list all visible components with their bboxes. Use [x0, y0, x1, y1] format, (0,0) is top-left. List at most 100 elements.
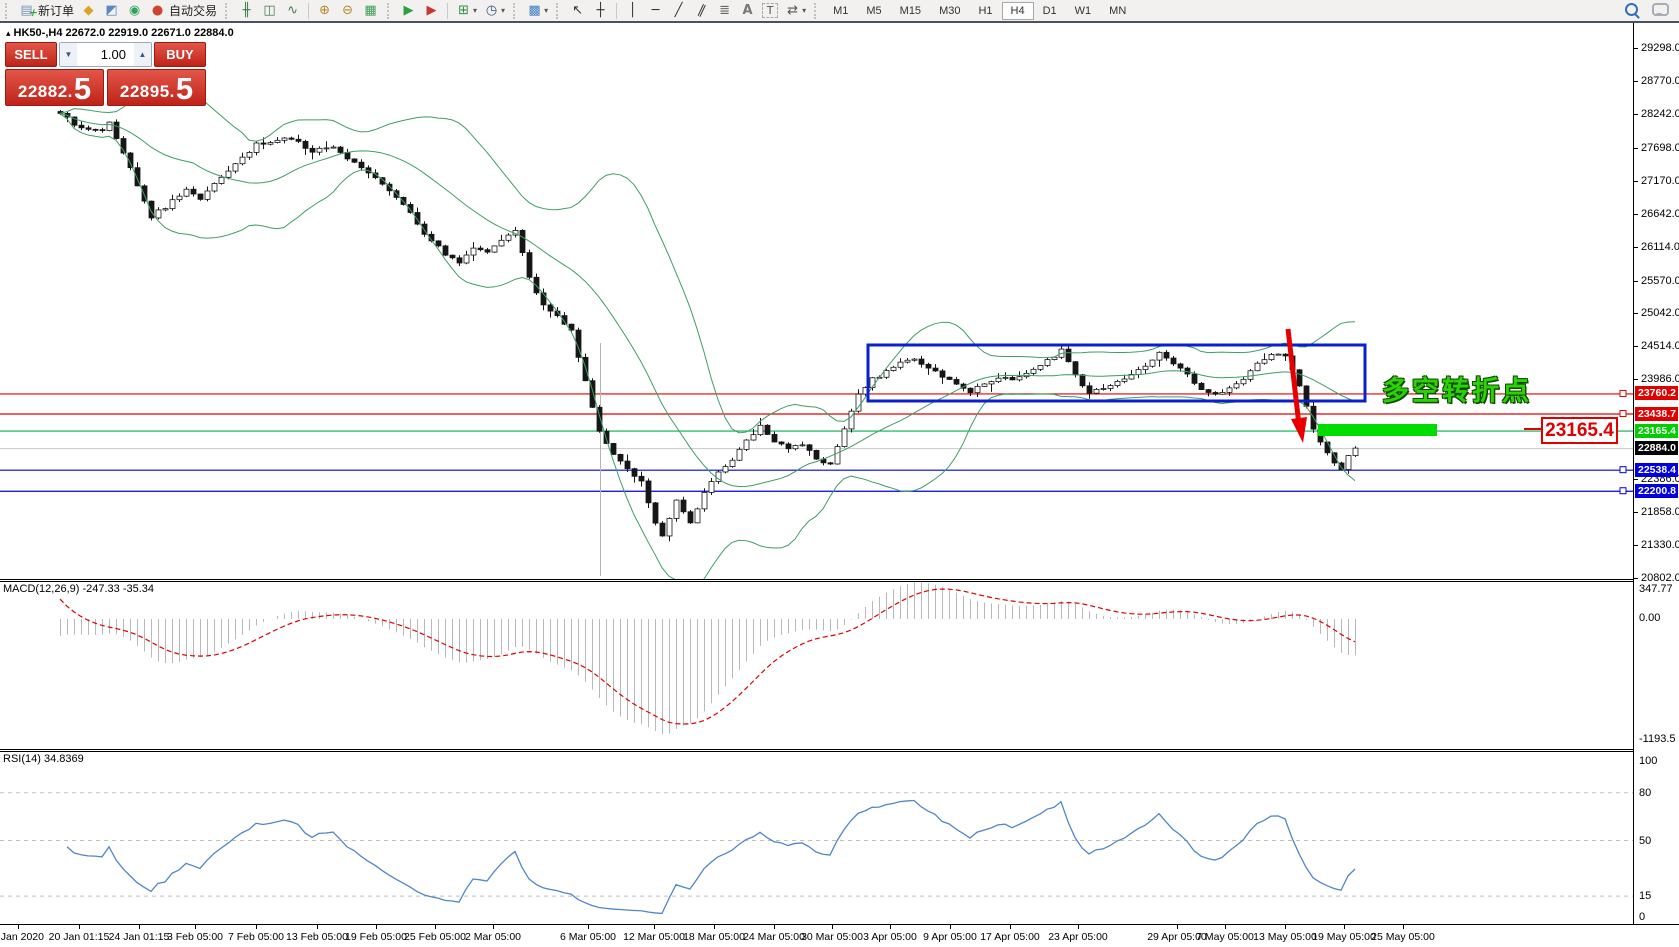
- indicators-button[interactable]: ▩ ▾: [523, 1, 551, 20]
- vertical-line-button[interactable]: │: [621, 1, 644, 20]
- arrows-button[interactable]: ⇄ ▾: [781, 1, 809, 20]
- time-tick: [18, 925, 19, 929]
- drawing-objects-layer[interactable]: [866, 328, 1437, 443]
- buy-price-display[interactable]: 22895. 5: [107, 69, 206, 106]
- search-icon[interactable]: [1625, 3, 1638, 16]
- trendline-button[interactable]: ╱: [667, 1, 690, 20]
- candlestick-chart[interactable]: [0, 23, 1633, 579]
- price-tick: [1634, 113, 1638, 115]
- price-tick: [1634, 379, 1638, 381]
- toolbar-drag-handle[interactable]: [814, 2, 819, 19]
- timeframe-m30[interactable]: M30: [939, 4, 961, 17]
- timeframe-m1[interactable]: M1: [833, 4, 849, 17]
- rsi-axis-label: 80: [1639, 786, 1652, 799]
- candlestick-mode-button[interactable]: ◫: [258, 1, 281, 20]
- pane-separator[interactable]: [0, 749, 1679, 750]
- time-tick: [256, 925, 257, 929]
- zoom-out-button[interactable]: ⊖: [336, 1, 359, 20]
- timeframe-m5[interactable]: M5: [866, 4, 882, 17]
- time-tick: [714, 925, 715, 929]
- price-tick: [1634, 48, 1638, 49]
- pane-separator[interactable]: [0, 579, 1679, 580]
- pivot-annotation-text[interactable]: 多空转折点: [1382, 376, 1532, 407]
- volume-increase-button[interactable]: ▲: [134, 43, 151, 66]
- timeframe-mn[interactable]: MN: [1109, 4, 1127, 17]
- tile-windows-button[interactable]: ▦: [359, 1, 382, 20]
- line-chart-mode-button[interactable]: ∿: [281, 1, 304, 20]
- autotrading-icon: ●: [151, 2, 164, 18]
- price-level-label[interactable]: 23165.4: [1541, 417, 1618, 444]
- pane-separator[interactable]: [0, 581, 1679, 582]
- text-button[interactable]: A: [736, 1, 759, 20]
- crosshair-button[interactable]: ┼: [589, 1, 612, 20]
- toolbar-drag-handle[interactable]: [387, 2, 392, 19]
- chat-icon[interactable]: [1652, 3, 1669, 16]
- indicators-icon: ▩: [528, 2, 541, 18]
- window-collapse-icon[interactable]: ▴: [6, 28, 11, 38]
- navigator-button[interactable]: ◩: [100, 1, 123, 20]
- time-tick-label: 20 Jan 01:15: [48, 931, 110, 943]
- periods-button[interactable]: ◷ ▾: [480, 1, 508, 20]
- horizontal-line-button[interactable]: ─: [644, 1, 667, 20]
- timeframe-d1[interactable]: D1: [1042, 4, 1057, 17]
- toolbar-drag-handle[interactable]: [556, 2, 561, 19]
- timeframe-h1[interactable]: H1: [978, 4, 993, 17]
- rsi-indicator-pane[interactable]: [0, 752, 1633, 923]
- main-chart-pane[interactable]: [0, 23, 1633, 579]
- toolbar-drag-handle[interactable]: [225, 2, 230, 19]
- time-tick-label: 24 Jan 01:15: [108, 931, 170, 943]
- time-tick: [1010, 925, 1011, 929]
- price-tick: [1634, 147, 1638, 149]
- zoom-in-button[interactable]: ⊕: [313, 1, 336, 20]
- sell-button[interactable]: SELL: [5, 42, 57, 67]
- zoom-out-icon: ⊖: [342, 2, 353, 18]
- volume-input[interactable]: [77, 43, 134, 66]
- sell-price-display[interactable]: 22882. 5: [5, 69, 104, 106]
- volume-stepper: ▼ ▲: [59, 42, 152, 67]
- crosshair-icon: ┼: [596, 2, 605, 18]
- new-chart-icon: ⊞: [458, 2, 469, 18]
- text-label-button[interactable]: T: [759, 1, 781, 20]
- price-label-leader: [1524, 428, 1541, 430]
- auto-scroll-icon: ▶: [403, 2, 414, 18]
- toolbar-drag-handle[interactable]: [513, 2, 518, 19]
- macd-label: MACD(12,26,9) -247.33 -35.34: [3, 583, 155, 595]
- new-order-button[interactable]: ▤ ＋ 新订单: [15, 1, 77, 20]
- price-tick: [1634, 346, 1638, 348]
- macd-axis-label: 0.00: [1639, 612, 1661, 624]
- time-tick-label: 25 Feb 05:00: [404, 931, 466, 943]
- time-tick-label: 13 Feb 05:00: [286, 931, 348, 943]
- market-watch-button[interactable]: ◆: [77, 1, 100, 20]
- time-tick: [79, 925, 80, 929]
- time-tick-label: 18 Mar 05:00: [683, 931, 745, 943]
- auto-scroll-button[interactable]: ▶: [397, 1, 420, 20]
- new-chart-button[interactable]: ⊞ ▾: [452, 1, 480, 20]
- buy-button[interactable]: BUY: [154, 42, 206, 67]
- rsi-label: RSI(14) 34.8369: [3, 753, 84, 765]
- one-click-trade-panel: SELL ▼ ▲ BUY 22882.5 22895.5: [5, 42, 206, 106]
- price-tick-label: 27170.0: [1641, 174, 1679, 187]
- chart-shift-button[interactable]: ▶: [420, 1, 443, 20]
- cursor-button[interactable]: ↖: [566, 1, 589, 20]
- price-tick: [1634, 246, 1638, 248]
- timeframe-m15[interactable]: M15: [899, 4, 922, 17]
- bar-chart-mode-button[interactable]: ╫: [235, 1, 258, 20]
- autotrading-button[interactable]: ● 自动交易: [146, 1, 220, 20]
- fibonacci-button[interactable]: ≣: [713, 1, 736, 20]
- terminal-icon: ◉: [128, 2, 141, 18]
- toolbar-drag-handle[interactable]: [5, 2, 10, 19]
- timeframe-h4[interactable]: H4: [1001, 1, 1034, 20]
- pane-separator[interactable]: [0, 751, 1679, 752]
- price-tick: [1634, 313, 1638, 315]
- timeframe-w1[interactable]: W1: [1074, 4, 1092, 17]
- price-axis[interactable]: 29298.0 28770.0 28242.0 27698.0 27170.0 26642…: [1633, 23, 1679, 924]
- time-tick: [890, 925, 891, 929]
- time-tick-label: 7 Feb 05:00: [227, 931, 285, 943]
- terminal-button[interactable]: ◉: [123, 1, 146, 20]
- equidistant-channel-button[interactable]: ∥: [690, 1, 713, 20]
- macd-indicator-pane[interactable]: [0, 582, 1633, 748]
- time-tick-label: 2 Mar 05:00: [464, 931, 522, 943]
- volume-decrease-button[interactable]: ▼: [60, 43, 77, 66]
- candles-layer: [57, 110, 1359, 542]
